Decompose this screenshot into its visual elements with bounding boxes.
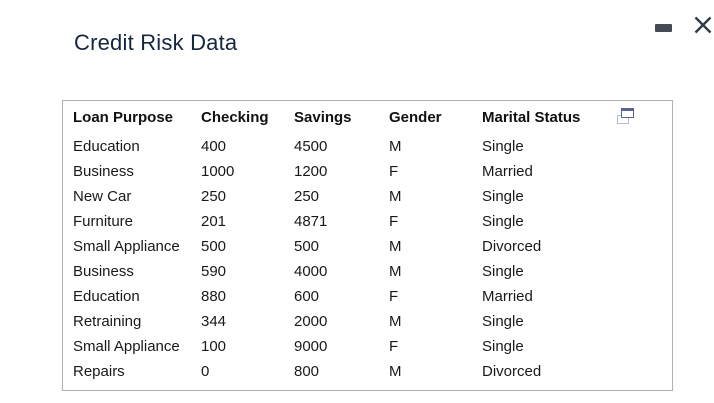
table-cell: F [389, 288, 399, 305]
table-cell: Small Appliance [73, 238, 180, 255]
table-cell: 1000 [201, 163, 235, 180]
table-row: Small Appliance 100 9000 F Single [63, 334, 672, 359]
table-cell: Divorced [482, 363, 542, 380]
table-row: New Car 250 250 M Single [63, 184, 672, 209]
table-cell-spacer [617, 184, 672, 209]
table-cell: M [389, 188, 402, 205]
table-cell: Married [482, 288, 533, 305]
table-cell: 4871 [294, 213, 328, 230]
table-cell: F [389, 163, 399, 180]
table-cell: 500 [294, 238, 320, 255]
table-cell: 4000 [294, 263, 328, 280]
table-cell: M [389, 238, 402, 255]
table-cell: 100 [201, 338, 227, 355]
table-row: Education 400 4500 M Single [63, 134, 672, 159]
table-cell: 500 [201, 238, 227, 255]
table-row: Furniture 201 4871 F Single [63, 209, 672, 234]
close-icon [694, 16, 712, 34]
column-header-actions [617, 101, 672, 134]
table-cell: 9000 [294, 338, 328, 355]
table-cell: 400 [201, 138, 227, 155]
minimize-button[interactable] [650, 18, 676, 38]
table-cell: New Car [73, 188, 132, 205]
table-cell: Small Appliance [73, 338, 180, 355]
open-in-new-window-icon[interactable] [617, 107, 635, 126]
table-cell: Education [73, 138, 140, 155]
table-cell: Education [73, 288, 140, 305]
table-cell-spacer [617, 259, 672, 284]
table-cell-spacer [617, 359, 672, 384]
table-cell-spacer [617, 284, 672, 309]
table-cell: 1200 [294, 163, 328, 180]
table-cell: F [389, 213, 399, 230]
table-cell: Business [73, 163, 134, 180]
credit-risk-table: Loan Purpose Checking Savings Gender Mar… [63, 101, 672, 384]
table-cell-spacer [617, 159, 672, 184]
data-table-panel: Loan Purpose Checking Savings Gender Mar… [62, 100, 673, 391]
close-button[interactable] [692, 14, 714, 36]
table-cell: F [389, 338, 399, 355]
minimize-icon [654, 24, 672, 32]
table-cell: Single [482, 313, 524, 330]
table-cell: M [389, 313, 402, 330]
table-cell: Single [482, 338, 524, 355]
table-cell: M [389, 363, 402, 380]
table-cell: Single [482, 188, 524, 205]
column-header-loan-purpose: Loan Purpose [73, 109, 174, 126]
table-row: Business 590 4000 M Single [63, 259, 672, 284]
table-header-row: Loan Purpose Checking Savings Gender Mar… [63, 101, 672, 134]
table-cell: 2000 [294, 313, 328, 330]
table-cell-spacer [617, 209, 672, 234]
column-header-savings: Savings [294, 109, 352, 126]
table-cell-spacer [617, 309, 672, 334]
table-row: Repairs 0 800 M Divorced [63, 359, 672, 384]
table-cell: Divorced [482, 238, 542, 255]
table-cell: M [389, 138, 402, 155]
column-header-marital-status: Marital Status [482, 109, 581, 126]
table-row: Small Appliance 500 500 M Divorced [63, 234, 672, 259]
table-row: Business 1000 1200 F Married [63, 159, 672, 184]
table-cell: Repairs [73, 363, 125, 380]
table-cell: Furniture [73, 213, 134, 230]
table-cell: Business [73, 263, 134, 280]
table-cell: Single [482, 213, 524, 230]
table-cell: 0 [201, 363, 210, 380]
table-cell: Single [482, 263, 524, 280]
table-row: Education 880 600 F Married [63, 284, 672, 309]
table-cell: 600 [294, 288, 320, 305]
table-cell: 4500 [294, 138, 328, 155]
table-cell: 880 [201, 288, 227, 305]
table-cell-spacer [617, 234, 672, 259]
table-cell: 800 [294, 363, 320, 380]
table-cell: M [389, 263, 402, 280]
column-header-gender: Gender [389, 109, 442, 126]
table-cell: 201 [201, 213, 227, 230]
window-title: Credit Risk Data [74, 30, 238, 55]
column-header-checking: Checking [201, 109, 269, 126]
table-body: Education 400 4500 M Single Business 1000 1200 F… [63, 134, 672, 384]
table-cell-spacer [617, 134, 672, 159]
table-cell: 344 [201, 313, 227, 330]
table-cell: 590 [201, 263, 227, 280]
table-cell: Retraining [73, 313, 142, 330]
table-cell: Married [482, 163, 533, 180]
table-row: Retraining 344 2000 M Single [63, 309, 672, 334]
table-cell: Single [482, 138, 524, 155]
table-cell: 250 [294, 188, 320, 205]
table-cell: 250 [201, 188, 227, 205]
table-cell-spacer [617, 334, 672, 359]
